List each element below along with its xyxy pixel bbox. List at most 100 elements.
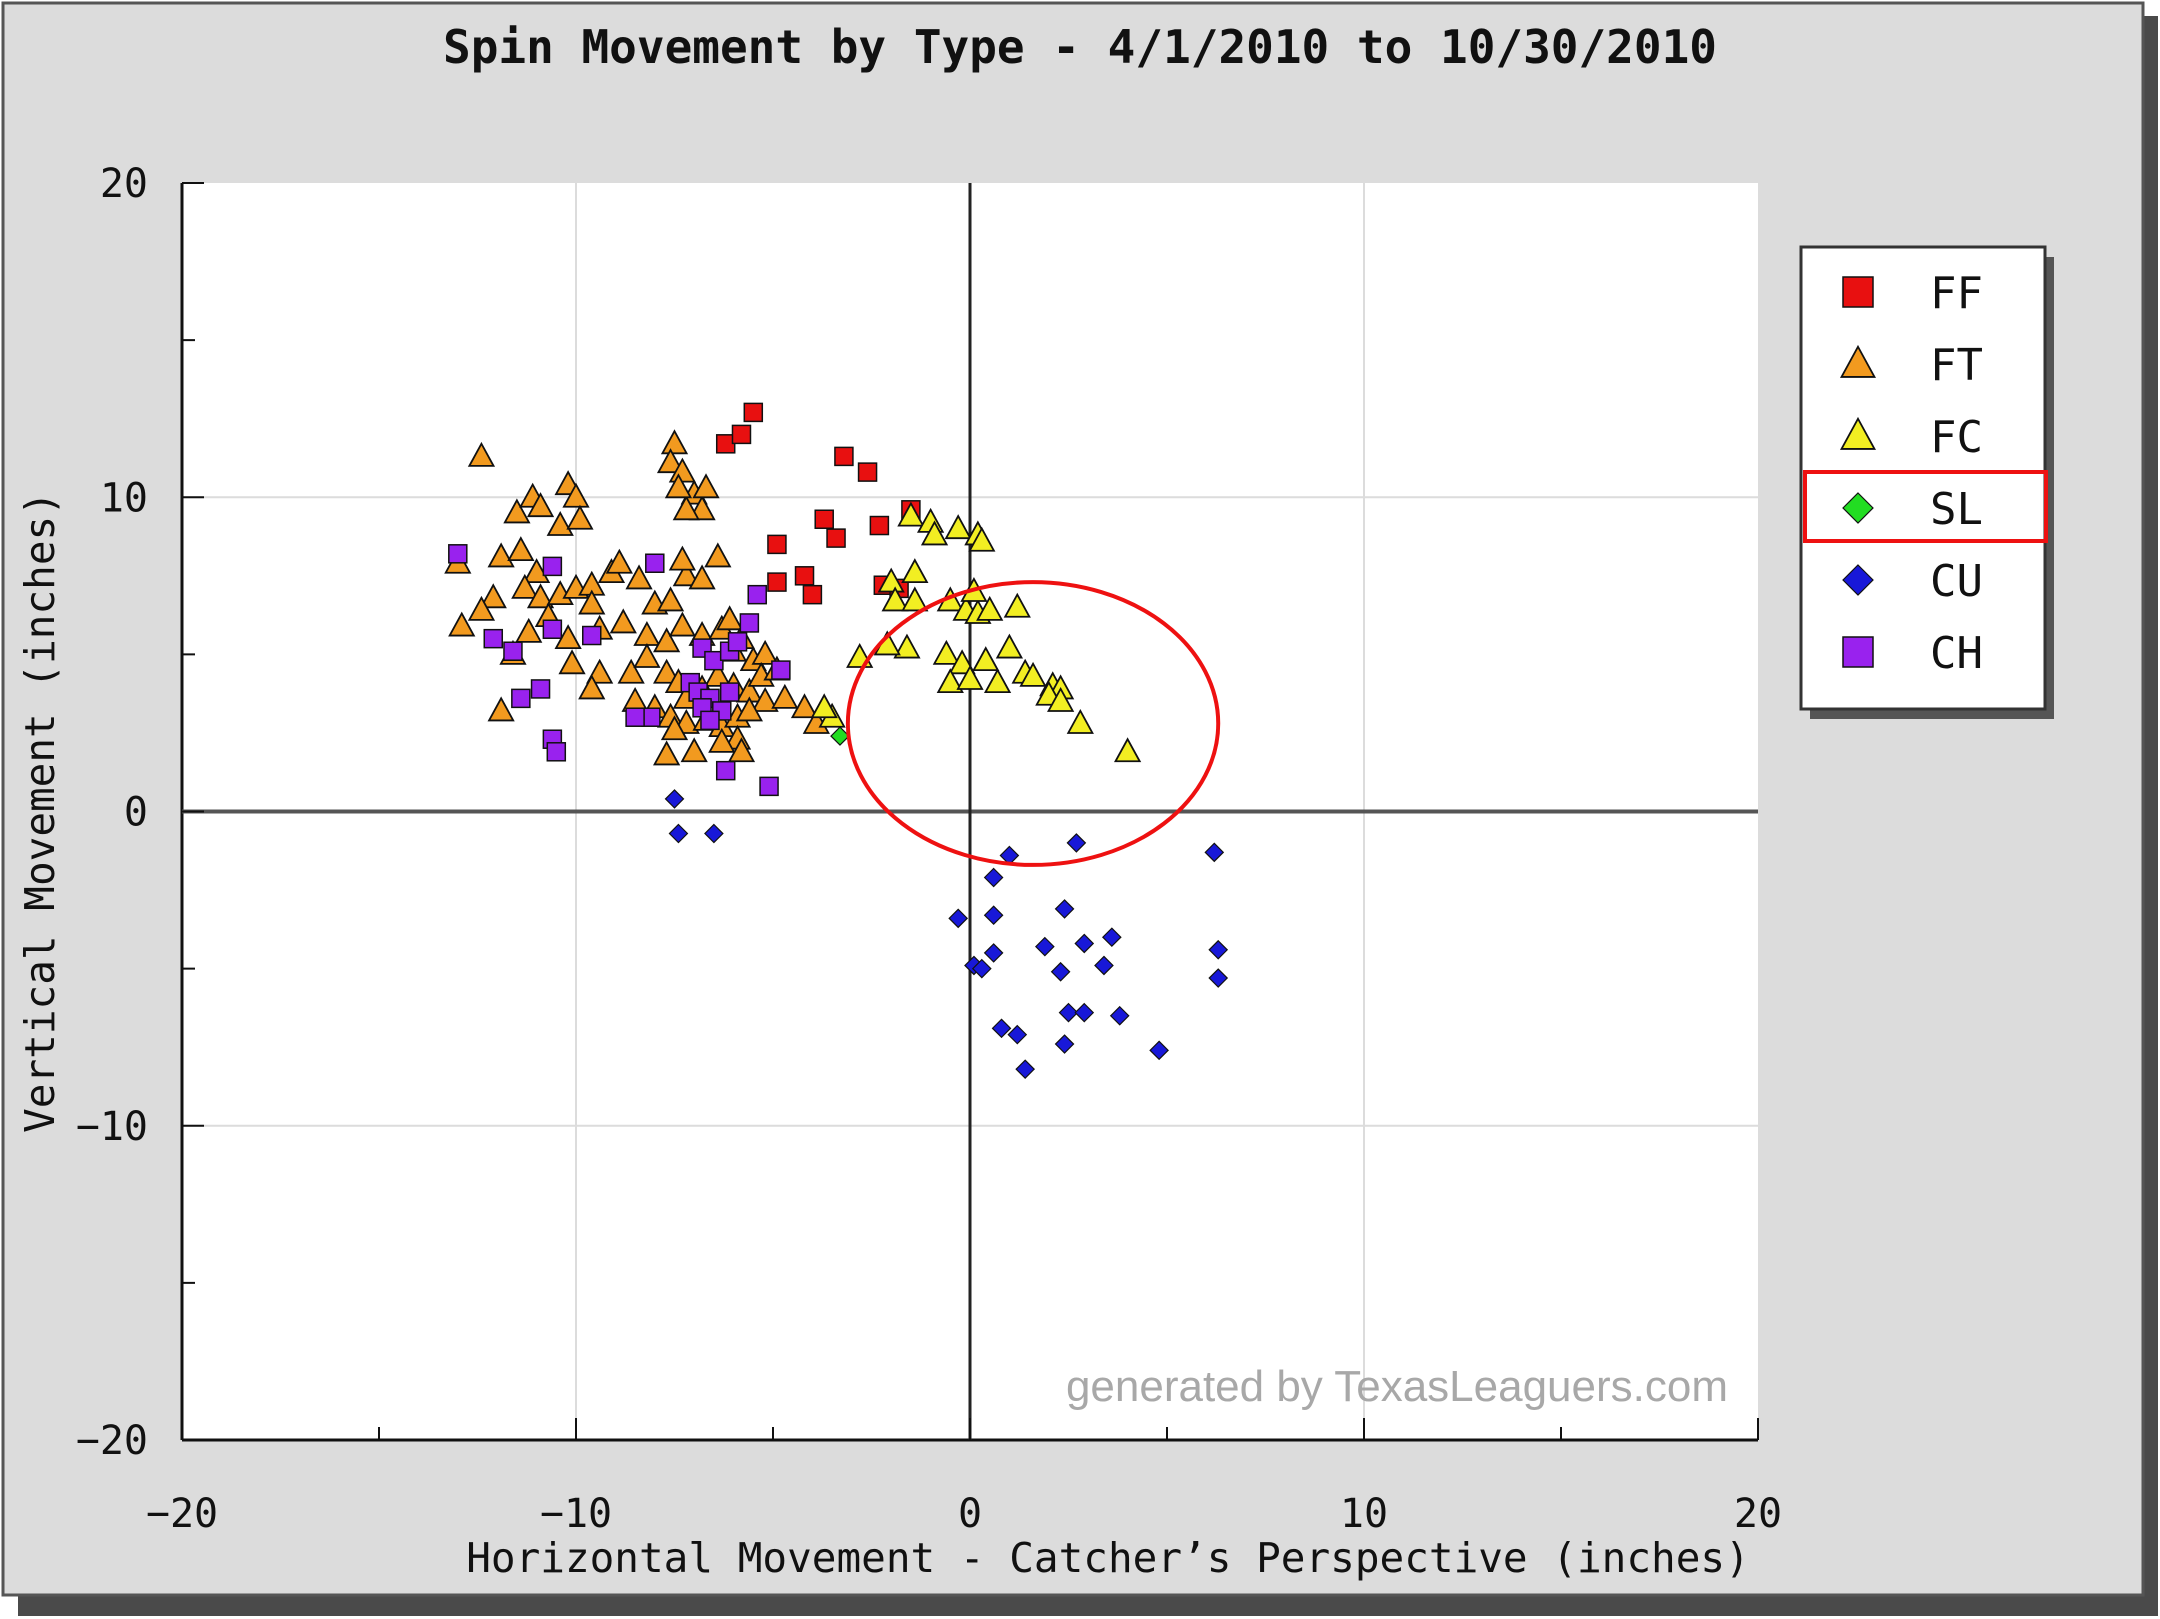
point-ft [448, 611, 476, 637]
point-ft [656, 586, 685, 612]
point-ft [467, 595, 496, 621]
point-fc [1019, 661, 1047, 687]
point-ff [814, 509, 834, 529]
point-cu [1054, 899, 1075, 919]
highlight-annotation [845, 580, 1221, 867]
legend-label-ft: FT [1930, 340, 1983, 391]
legend-marker-fc [1839, 416, 1877, 450]
point-ft [653, 658, 681, 684]
point-cu [1074, 1002, 1095, 1023]
point-cu [1074, 933, 1095, 954]
point-ft [664, 473, 693, 499]
tick-labels: −20 −10 0 10 20 20 10 0 −10 −20 [76, 161, 1782, 1537]
point-ft [653, 740, 681, 766]
legend: FF FT FC SL CU CH [1799, 245, 2054, 719]
point-ft [526, 583, 555, 609]
point-cu [1035, 936, 1055, 957]
point-ch [530, 679, 551, 699]
point-ff [743, 402, 764, 423]
point-ft [617, 658, 645, 684]
legend-label-ff: FF [1930, 268, 1983, 319]
point-ft [668, 545, 696, 571]
point-ft [515, 617, 543, 643]
point-ch [759, 776, 779, 797]
point-ff [794, 566, 815, 586]
point-ff [767, 572, 787, 592]
data-points [444, 402, 1229, 1080]
point-cu [704, 823, 724, 844]
point-ch [727, 632, 748, 652]
point-cu [983, 943, 1004, 963]
point-ft [605, 548, 633, 574]
y-tick-label: 20 [100, 161, 148, 207]
point-ff [767, 534, 787, 555]
point-ft [680, 737, 708, 763]
point-cu [991, 1018, 1012, 1039]
point-ft [735, 696, 763, 722]
x-tick-label: 0 [958, 1491, 982, 1537]
point-fc [983, 668, 1012, 694]
point-ff [869, 515, 890, 536]
legend-highlight-box [1803, 470, 2048, 543]
point-fc [893, 633, 921, 659]
point-ft [692, 473, 720, 499]
point-fc [976, 595, 1004, 621]
point-ch [771, 660, 791, 680]
point-ch [715, 760, 736, 781]
point-cu [1050, 961, 1071, 982]
point-ff [802, 584, 823, 605]
point-fc [810, 693, 838, 719]
point-ft [467, 441, 496, 467]
point-ff [857, 462, 878, 482]
point-cu [1208, 939, 1229, 960]
point-ft [668, 611, 696, 637]
point-fc [932, 639, 960, 665]
point-cu [948, 908, 969, 929]
point-ch [503, 641, 523, 661]
point-fc [897, 501, 925, 527]
legend-marker-ff [1842, 276, 1874, 308]
point-cu [1007, 1024, 1028, 1045]
point-fc [1003, 592, 1031, 618]
point-ff [826, 528, 846, 548]
legend-label-fc: FC [1930, 412, 1983, 463]
point-ft [704, 661, 732, 687]
point-ch [747, 584, 767, 605]
legend-label-ch: CH [1930, 628, 1983, 679]
point-ft [716, 605, 744, 631]
axes [180, 182, 1759, 1442]
chart-title: Spin Movement by Type - 4/1/2010 to 10/3… [443, 20, 1717, 74]
point-sl [830, 726, 850, 746]
point-fc [972, 646, 1000, 672]
legend-marker-ch [1842, 636, 1874, 668]
point-ft [660, 429, 689, 455]
point-fc [901, 586, 929, 612]
y-axis-label: Vertical Movement (inches) [16, 491, 64, 1133]
x-tick-label: −10 [540, 1491, 612, 1537]
point-ft [526, 492, 555, 518]
point-cu [1094, 955, 1114, 976]
point-cu [1101, 927, 1122, 948]
point-ff [731, 424, 752, 445]
point-fc [944, 514, 972, 540]
point-ch [719, 682, 740, 702]
highlight-circle [845, 580, 1221, 867]
point-ft [704, 542, 732, 568]
legend-label-sl: SL [1930, 484, 1983, 535]
point-fc [1066, 708, 1094, 734]
point-ft [625, 564, 653, 590]
point-cu [1204, 842, 1225, 863]
point-ff [834, 446, 854, 467]
x-tick-label: 10 [1340, 1491, 1388, 1537]
point-cu [983, 905, 1004, 926]
point-ft [609, 608, 637, 634]
legend-box [1799, 245, 2047, 711]
point-ch [542, 619, 563, 639]
y-tick-label: −20 [76, 1418, 148, 1464]
point-ft [660, 715, 689, 741]
point-fc [936, 668, 964, 694]
point-ft [558, 649, 586, 675]
point-ft [487, 542, 515, 568]
